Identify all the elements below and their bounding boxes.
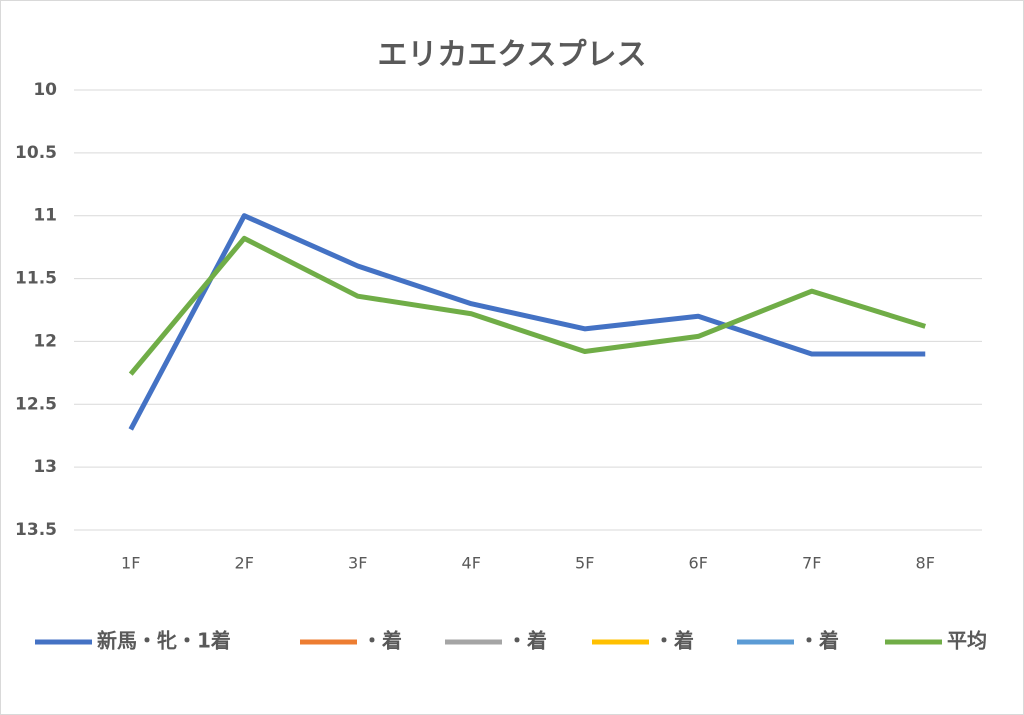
series-line [128, 213, 926, 431]
x-tick-label: 4F [462, 554, 481, 573]
x-tick-label: 6F [689, 554, 708, 573]
y-tick-label: 11 [33, 206, 57, 226]
legend-label: ・着 [362, 629, 402, 653]
x-tick-label: 2F [235, 554, 254, 573]
legend-label: ・着 [507, 629, 547, 653]
y-tick-label: 12 [33, 331, 57, 351]
series-line [128, 235, 926, 376]
legend-label: ・着 [799, 629, 839, 653]
x-tick-label: 7F [802, 554, 821, 573]
legend-label: ・着 [654, 629, 694, 653]
chart-title: エリカエクスプレス [377, 38, 646, 73]
y-tick-label: 12.5 [15, 394, 57, 414]
x-tick-label: 8F [916, 554, 935, 573]
y-tick-label: 13 [33, 457, 57, 477]
y-tick-label: 11.5 [15, 269, 57, 289]
y-tick-label: 10 [33, 80, 57, 100]
y-tick-label: 13.5 [15, 520, 57, 540]
x-tick-label: 3F [348, 554, 367, 573]
legend-label: 新馬・牝・1着 [97, 629, 231, 653]
y-tick-label: 10.5 [15, 143, 57, 163]
x-tick-label: 1F [121, 554, 140, 573]
legend-label: 平均 [947, 629, 987, 653]
x-tick-label: 5F [575, 554, 594, 573]
